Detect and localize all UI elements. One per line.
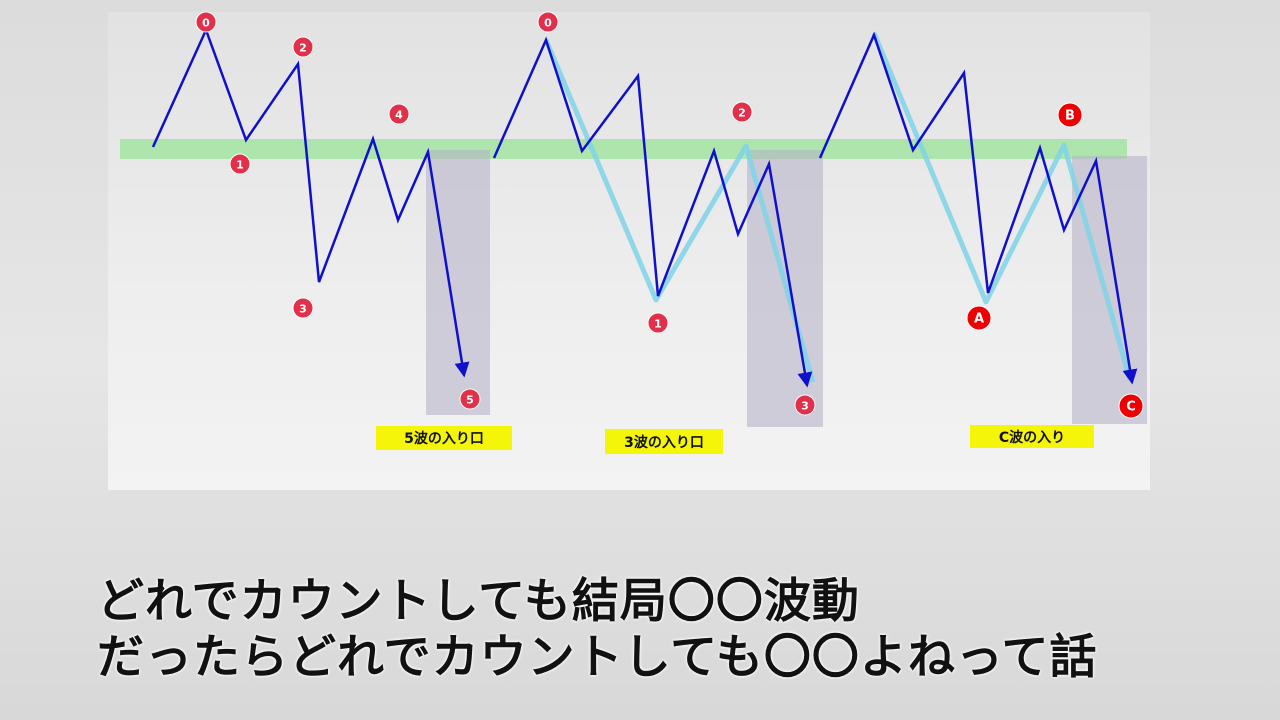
diagram-panel <box>108 12 1150 490</box>
wave-marker-0-circle <box>537 11 559 33</box>
wave-marker-1: 1 <box>654 318 662 331</box>
wave-line-2 <box>492 36 813 388</box>
wave-marker-3-circle <box>292 297 314 319</box>
wave-marker-B-circle <box>1057 102 1083 128</box>
wave-marker-0-circle <box>195 11 217 33</box>
wave-line-1 <box>151 26 470 378</box>
wave-marker-2-circle <box>731 101 753 123</box>
wave-marker-3-circle <box>794 394 816 416</box>
wave-marker-3: 3 <box>801 400 809 413</box>
wave-marker-2: 2 <box>299 42 307 55</box>
caption-line-2: だったらどれでカウントしても〇〇よねって話 <box>97 630 1098 685</box>
wave-marker-3: 3 <box>299 303 307 316</box>
wave-marker-1-circle <box>229 153 251 175</box>
wave-marker-5: 5 <box>466 394 474 407</box>
wave-line-3 <box>818 31 1138 385</box>
wave-marker-C: C <box>1126 400 1136 415</box>
wave-marker-4-circle <box>388 103 410 125</box>
wave-marker-2: 2 <box>738 107 746 120</box>
wave-marker-B: B <box>1065 109 1075 124</box>
higher-degree-wave-2 <box>871 32 1133 381</box>
wave-marker-1: 1 <box>236 159 244 172</box>
tag-wave5-entry: 5波の入り口 <box>376 426 512 450</box>
caption-line-1: どれでカウントしても結局〇〇波動 <box>97 574 860 629</box>
wave-marker-0: 0 <box>202 17 210 30</box>
wave-marker-1-circle <box>647 312 669 334</box>
entry-zone-1 <box>426 150 490 415</box>
wave-marker-5-circle <box>459 388 481 410</box>
wave-marker-A-circle <box>966 305 992 331</box>
tag-wavec-entry: C波の入り <box>970 425 1094 448</box>
higher-degree-wave-1 <box>543 39 816 383</box>
support-band <box>120 139 1127 159</box>
tag-wave3-entry: 3波の入り口 <box>605 429 723 454</box>
wave-marker-2-circle <box>292 36 314 58</box>
wave-marker-4: 4 <box>395 109 403 122</box>
wave-marker-0: 0 <box>544 17 552 30</box>
wave-marker-A: A <box>974 312 984 327</box>
entry-zone-3 <box>1072 156 1147 424</box>
wave-marker-C-circle <box>1118 393 1144 419</box>
